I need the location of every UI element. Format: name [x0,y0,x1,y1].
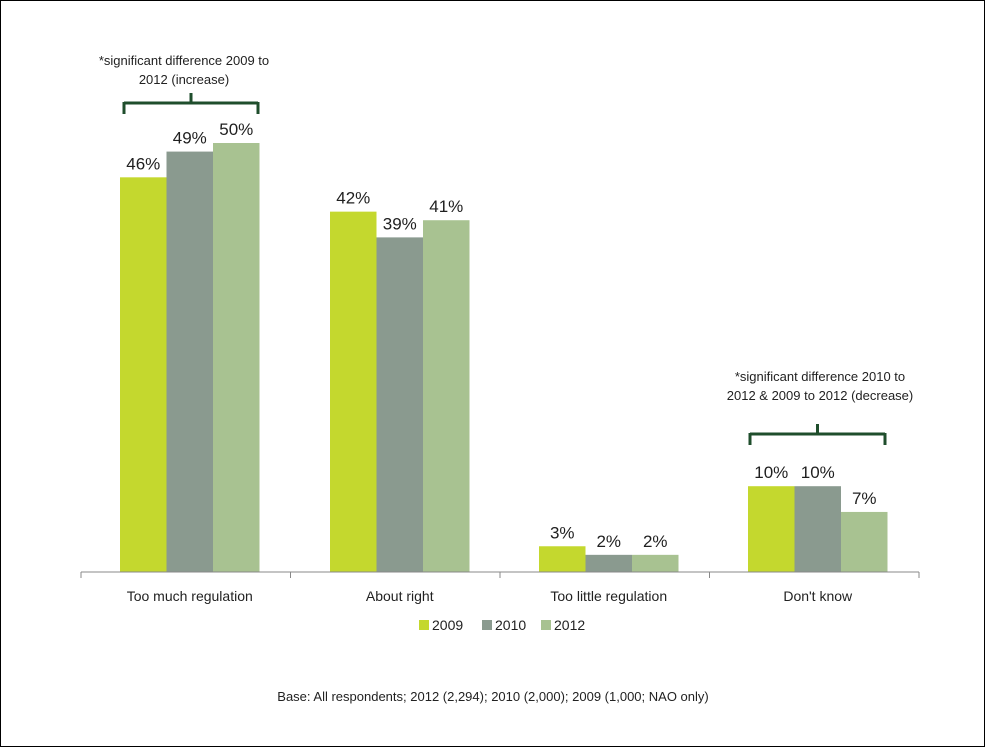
category-label: About right [366,588,434,604]
annotation-text: 2012 & 2009 to 2012 (decrease) [727,388,913,403]
value-label: 49% [173,129,207,148]
value-label: 42% [336,189,370,208]
legend-swatch-2012 [541,620,551,630]
legend: 2009 2010 2012 [419,617,585,633]
bar-2009-1 [330,211,377,572]
bar-2009-0 [120,177,167,572]
value-label: 7% [852,489,877,508]
base-footnote: Base: All respondents; 2012 (2,294); 201… [277,689,708,704]
category-label: Too much regulation [127,588,253,604]
annotations-layer: *significant difference 2009 to 2012 (inc… [99,53,913,445]
value-label: 2% [596,532,621,551]
bar-2012-0 [213,143,260,572]
legend-label-2010: 2010 [495,617,526,633]
legend-swatch-2010 [482,620,492,630]
bar-2012-1 [423,220,470,572]
value-label: 10% [754,463,788,482]
bar-2009-3 [748,486,795,572]
bar-2009-2 [539,546,586,572]
legend-label-2009: 2009 [432,617,463,633]
bar-2012-2 [632,554,679,572]
value-label: 3% [550,523,575,542]
bar-2012-3 [841,511,888,572]
legend-label-2012: 2012 [554,617,585,633]
value-label: 46% [126,154,160,173]
x-axis-ticks [80,572,920,578]
bar-2010-3 [794,486,841,572]
value-labels-layer: 46% 49% 50% 42% 39% 41% 3% 2% 2% 10% 10% 7% [126,120,876,551]
category-label: Too little regulation [550,588,667,604]
value-label: 39% [383,214,417,233]
value-label: 50% [219,120,253,139]
annotation-text: *significant difference 2009 to [99,53,269,68]
value-label: 41% [429,197,463,216]
legend-swatch-2009 [419,620,429,630]
category-label: Don't know [783,588,853,604]
category-labels: Too much regulation About right Too little… [127,588,853,604]
bar-2010-2 [585,554,632,572]
value-label: 10% [801,463,835,482]
bar-2010-1 [376,237,423,572]
bars-layer [120,143,888,572]
bar-2010-0 [166,151,213,572]
annotation-text: 2012 (increase) [139,72,229,87]
annotation-text: *significant difference 2010 to [735,369,905,384]
value-label: 2% [643,532,668,551]
